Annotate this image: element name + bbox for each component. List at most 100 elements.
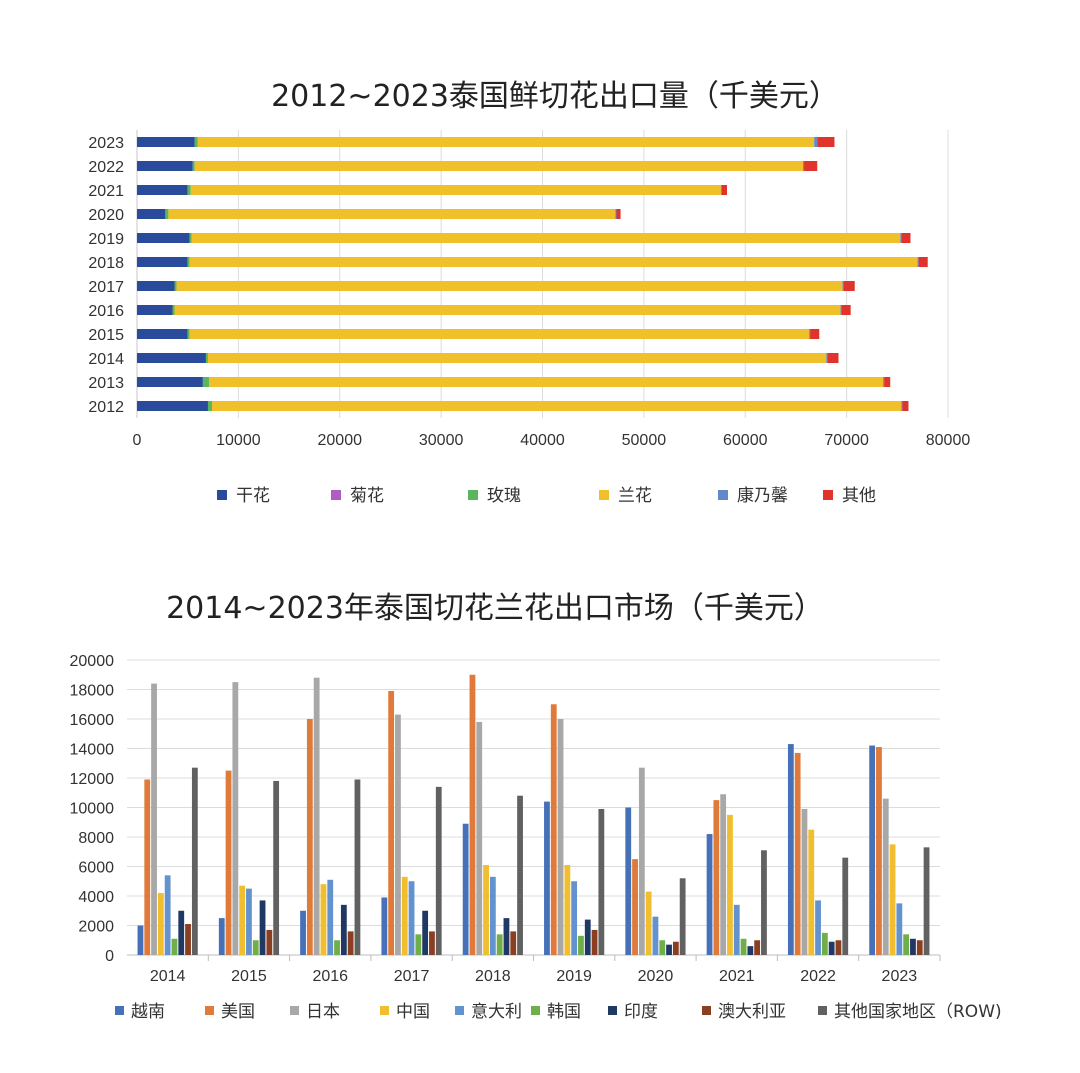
bar	[408, 881, 415, 955]
bar-segment	[191, 233, 901, 243]
y-tick-label: 2020	[88, 207, 124, 224]
bar-segment	[189, 329, 810, 339]
bar	[740, 938, 747, 955]
bar-segment	[616, 209, 621, 219]
bar	[435, 786, 442, 955]
bar-segment	[202, 377, 209, 387]
bar	[476, 721, 483, 955]
bar	[666, 944, 672, 955]
bar	[266, 929, 273, 955]
bar	[754, 940, 761, 955]
bar	[598, 808, 605, 955]
legend: 干花 菊花 玫瑰 兰花 康乃馨 其他	[217, 486, 876, 506]
bar-segment	[137, 329, 188, 339]
bar-segment	[194, 161, 804, 171]
bar-segment	[817, 137, 835, 147]
legend-label: 其他国家地区（ROW)	[834, 1002, 1002, 1022]
y-tick-label: 2018	[88, 255, 124, 272]
bar	[327, 879, 334, 955]
y-tick-label: 16000	[70, 712, 115, 729]
bar	[218, 918, 225, 955]
bar	[246, 888, 252, 955]
bar	[808, 829, 815, 955]
legend-swatch	[290, 1006, 299, 1015]
x-tick-label: 80000	[926, 432, 971, 449]
x-tick-label: 20000	[318, 432, 363, 449]
y-tick-label: 2017	[88, 279, 124, 296]
bar	[273, 780, 280, 955]
y-tick-label: 2016	[88, 303, 124, 320]
bar-segment	[187, 257, 190, 267]
bar	[232, 682, 239, 955]
chart-title: 2012~2023泰国鲜切花出口量（千美元）	[271, 79, 839, 114]
bar	[469, 674, 476, 955]
legend-label: 干花	[236, 486, 270, 506]
bar	[645, 891, 652, 955]
bar	[347, 931, 354, 955]
bar	[679, 878, 686, 955]
bar	[706, 834, 713, 955]
y-axis-tick-labels: 2012 2013 2014 2015 2016 2017 2018 2019 2020 2021…	[88, 135, 124, 416]
bar	[571, 881, 578, 955]
bar	[300, 910, 306, 955]
bar-segment	[172, 305, 175, 315]
bar	[320, 884, 327, 955]
y-tick-label: 10000	[70, 801, 115, 818]
bar	[747, 946, 754, 955]
bar-segment	[137, 257, 188, 267]
bar-segment	[884, 377, 891, 387]
y-tick-label: 0	[105, 948, 114, 965]
bar	[164, 875, 171, 955]
stacked-bar-chart-fresh-flowers: 2012~2023泰国鲜切花出口量（千美元） 20122013201420152…	[88, 79, 971, 506]
legend-label: 越南	[131, 1002, 165, 1022]
legend-swatch	[718, 490, 728, 500]
bar-segment	[137, 161, 193, 171]
legend-swatch	[115, 1006, 124, 1015]
x-tick-label: 2018	[475, 968, 511, 985]
bar	[171, 938, 178, 955]
legend-swatch	[380, 1006, 389, 1015]
bar	[794, 752, 801, 955]
bar	[835, 940, 842, 955]
bar	[842, 857, 849, 955]
y-tick-label: 4000	[78, 889, 114, 906]
x-tick-label: 2020	[638, 968, 674, 985]
bar-segment	[883, 377, 885, 387]
bar	[787, 744, 794, 955]
x-tick-label: 2015	[231, 968, 267, 985]
bar	[910, 938, 916, 955]
bar-segment	[189, 257, 918, 267]
y-tick-label: 8000	[78, 830, 114, 847]
bar	[720, 794, 727, 955]
legend-label: 玫瑰	[487, 486, 521, 506]
legend-label: 康乃馨	[737, 486, 788, 506]
bar-segment	[803, 161, 805, 171]
legend-swatch	[331, 490, 341, 500]
x-tick-label: 70000	[824, 432, 869, 449]
bar	[306, 719, 313, 955]
bar	[557, 719, 564, 955]
bar	[462, 823, 469, 955]
bar-segment	[840, 305, 842, 315]
y-tick-label: 2014	[88, 351, 124, 368]
bar-segment	[176, 281, 843, 291]
grouped-bar-chart-orchid-markets: 2014~2023年泰国切花兰花出口市场（千美元） 0 2000 4000 6000 8…	[70, 591, 1002, 1022]
bar-segment	[917, 257, 919, 267]
bar-segment	[192, 161, 195, 171]
bar	[503, 918, 510, 955]
bar-segment	[137, 401, 208, 411]
y-tick-label: 2022	[88, 159, 124, 176]
bar-segment	[809, 329, 811, 339]
y-tick-label: 14000	[70, 742, 115, 759]
bar-segment	[189, 233, 192, 243]
bar-segment	[190, 185, 721, 195]
bar-segment	[207, 401, 213, 411]
bar	[395, 714, 401, 955]
bar	[882, 798, 889, 955]
x-tick-label: 50000	[622, 432, 667, 449]
bar	[517, 795, 523, 955]
bar-segment	[137, 281, 175, 291]
bar-segment	[841, 305, 851, 315]
bar	[801, 808, 808, 955]
bar-segment	[843, 281, 855, 291]
